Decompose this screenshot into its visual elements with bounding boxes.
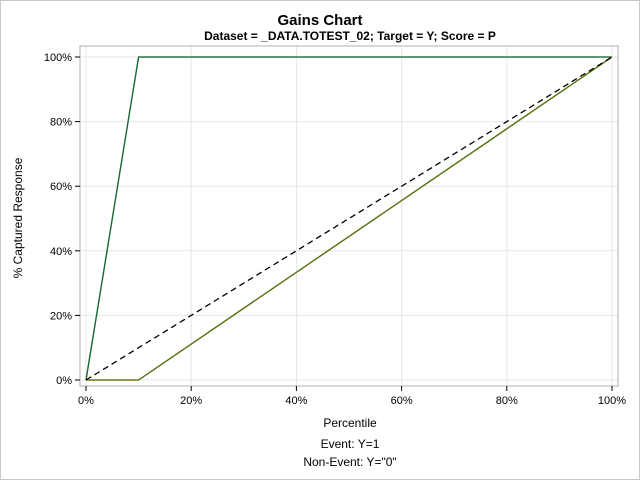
y-tick-label: 60% (50, 181, 72, 193)
x-tick-label: 20% (180, 395, 202, 407)
footnote-event: Event: Y=1 (321, 437, 380, 451)
y-tick-label: 40% (50, 246, 72, 258)
y-axis-label: % Captured Response (11, 157, 25, 278)
series-layer (85, 56, 613, 381)
y-tick-label: 80% (50, 117, 72, 129)
series-line-baseline (85, 56, 613, 381)
y-axis-ticks: 0% 20% 40% 60% 80% 100% (44, 52, 80, 387)
grid-lines (80, 46, 618, 386)
y-tick-label: 100% (44, 52, 72, 64)
y-tick-label: 20% (50, 310, 72, 322)
x-axis-label: Percentile (323, 416, 377, 430)
y-tick-label: 0% (56, 375, 72, 387)
series-line-event-model (85, 56, 612, 381)
series-line-nonevent-model (86, 56, 613, 381)
x-tick-label: 100% (598, 395, 626, 407)
x-tick-label: 80% (496, 395, 518, 407)
plot-area (79, 45, 619, 387)
x-tick-label: 40% (285, 395, 307, 407)
chart-title: Gains Chart (277, 12, 362, 29)
chart-subtitle: Dataset = _DATA.TOTEST_02; Target = Y; S… (204, 29, 496, 43)
footnote-nonevent: Non-Event: Y="0" (303, 455, 396, 469)
x-tick-label: 60% (391, 395, 413, 407)
x-axis-ticks: 0% 20% 40% 60% 80% 100% (78, 386, 626, 407)
x-tick-label: 0% (78, 395, 94, 407)
